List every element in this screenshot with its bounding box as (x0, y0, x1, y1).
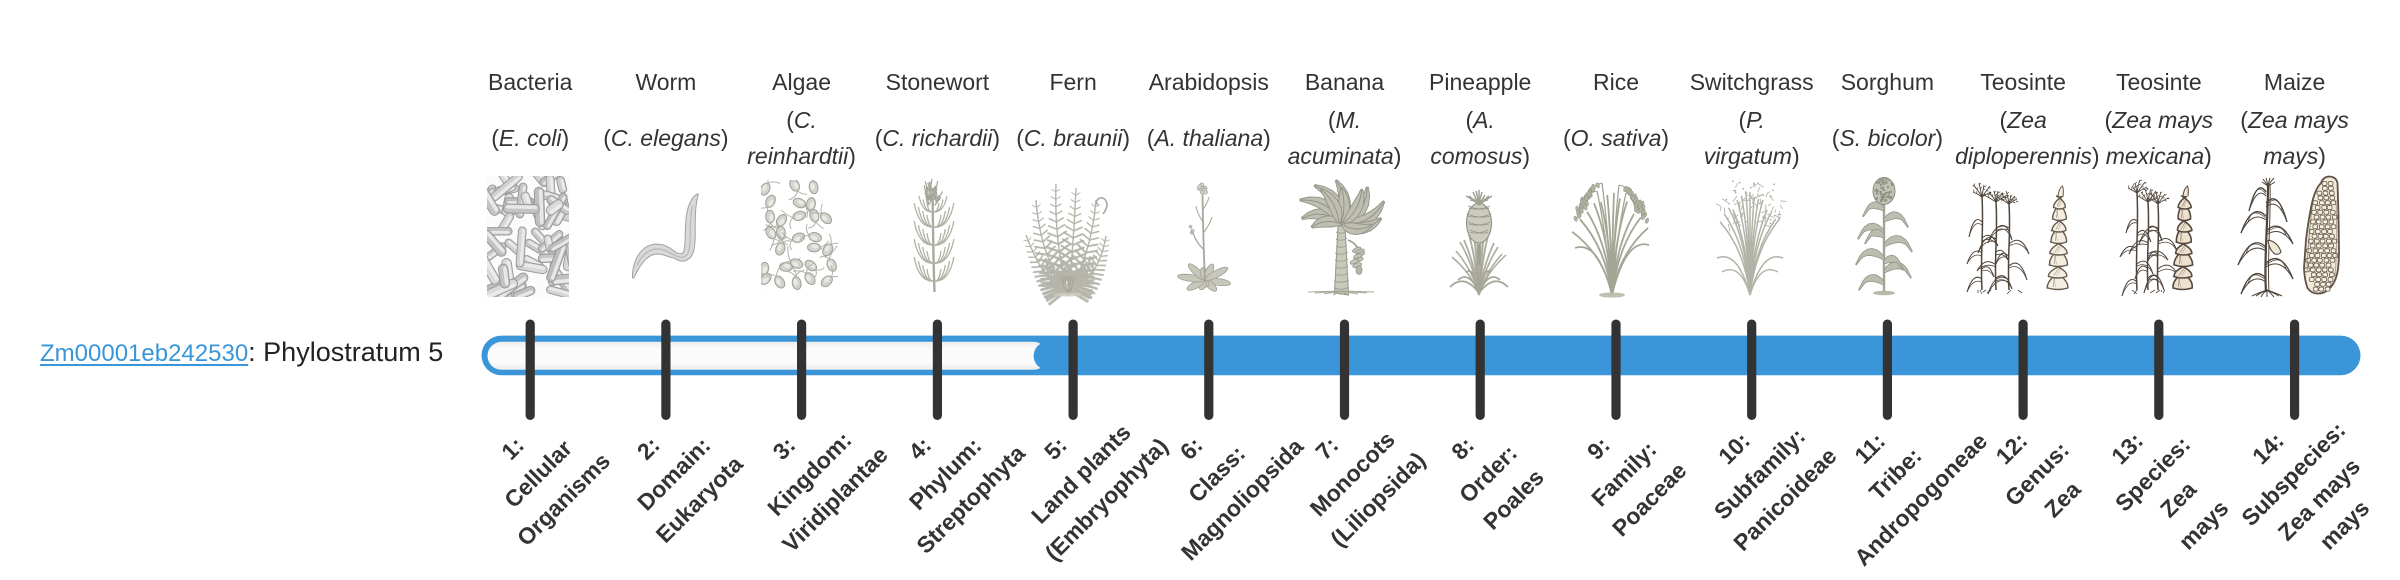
svg-text:14:Subspecies:Zea maysmays: 14:Subspecies:Zea maysmays (2211, 391, 2400, 580)
svg-text:3:Kingdom:Viridiplantae: 3:Kingdom:Viridiplantae (726, 390, 893, 557)
svg-text:7:Monocots(Liliopsida): 7:Monocots(Liliopsida) (1274, 396, 1430, 552)
svg-text:9:Family:Poaceae: 9:Family:Poaceae (1556, 406, 1691, 541)
svg-text:4:Phylum:Streptophyta: 4:Phylum:Streptophyta (860, 389, 1030, 559)
svg-text:8:Order:Poales: 8:Order:Poales (1427, 413, 1549, 535)
svg-text:6:Class:Magnoliopsida: 6:Class:Magnoliopsida (1125, 382, 1308, 565)
svg-text:2:Domain:Eukaryota: 2:Domain:Eukaryota (600, 400, 748, 548)
svg-text:1:CellularOrganisms: 1:CellularOrganisms (461, 397, 615, 551)
svg-text:5:Land plants(Embryophyta): 5:Land plants(Embryophyta) (989, 382, 1173, 566)
svg-text:13:Species:Zeamays: 13:Species:Zeamays (2085, 406, 2247, 568)
svg-text:10:Subfamily:Panicoideae: 10:Subfamily:Panicoideae (1677, 392, 1841, 556)
svg-text:12:Genus:Zea: 12:Genus:Zea (1974, 411, 2099, 536)
